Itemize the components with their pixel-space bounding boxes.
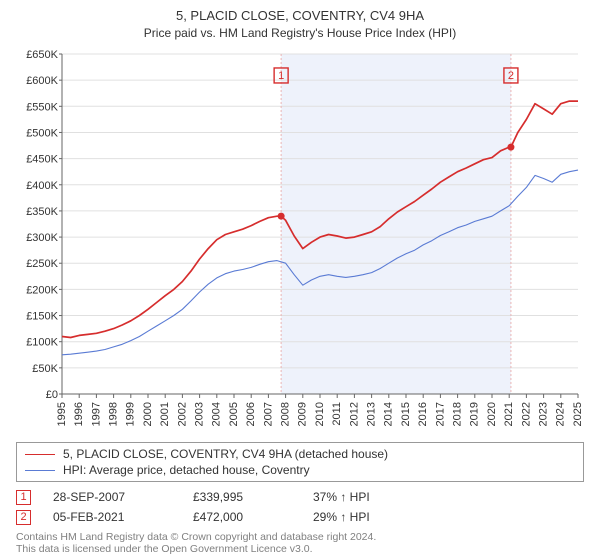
svg-text:£450K: £450K [26,154,58,166]
svg-text:£150K: £150K [26,311,58,323]
svg-text:2006: 2006 [245,402,257,426]
svg-text:£50K: £50K [32,363,58,375]
title-subtitle: Price paid vs. HM Land Registry's House … [16,26,584,40]
svg-text:2012: 2012 [348,402,360,426]
svg-text:2022: 2022 [520,402,532,426]
sale-pct: 37% ↑ HPI [313,490,433,504]
svg-text:2004: 2004 [211,402,223,426]
sale-marker-icon: 1 [16,490,31,505]
svg-text:2003: 2003 [194,402,206,426]
svg-text:£300K: £300K [26,232,58,244]
svg-text:1999: 1999 [125,402,137,426]
svg-text:2000: 2000 [142,402,154,426]
sale-price: £472,000 [193,510,313,524]
svg-text:£200K: £200K [26,284,58,296]
svg-text:2010: 2010 [314,402,326,426]
svg-text:2: 2 [508,70,514,82]
legend-item-hpi: HPI: Average price, detached house, Cove… [25,462,575,478]
legend: 5, PLACID CLOSE, COVENTRY, CV4 9HA (deta… [16,442,584,482]
svg-text:2008: 2008 [280,402,292,426]
svg-text:1998: 1998 [108,402,120,426]
svg-text:2021: 2021 [503,402,515,426]
svg-text:£400K: £400K [26,180,58,192]
sale-price: £339,995 [193,490,313,504]
sale-date: 05-FEB-2021 [53,510,193,524]
svg-text:2023: 2023 [538,402,550,426]
footer-line: This data is licensed under the Open Gov… [16,543,584,555]
chart: £0 £50K £100K £150K £200K £250K £300K £350K £400… [16,48,584,438]
svg-text:2018: 2018 [452,402,464,426]
sales-table: 1 28-SEP-2007 £339,995 37% ↑ HPI 2 05-FE… [16,487,584,527]
svg-text:2015: 2015 [400,402,412,426]
sale-row: 2 05-FEB-2021 £472,000 29% ↑ HPI [16,507,584,527]
legend-label: 5, PLACID CLOSE, COVENTRY, CV4 9HA (deta… [63,447,388,461]
svg-text:2001: 2001 [159,402,171,426]
sale-marker-icon: 2 [16,510,31,525]
svg-text:£250K: £250K [26,258,58,270]
svg-text:2014: 2014 [383,402,395,426]
svg-text:2024: 2024 [555,402,567,426]
footer-line: Contains HM Land Registry data © Crown c… [16,531,584,543]
svg-text:£350K: £350K [26,206,58,218]
svg-text:2007: 2007 [262,402,274,426]
svg-text:£650K: £650K [26,49,58,61]
sale-pct: 29% ↑ HPI [313,510,433,524]
sale-row: 1 28-SEP-2007 £339,995 37% ↑ HPI [16,487,584,507]
svg-text:2011: 2011 [331,402,343,426]
svg-text:2025: 2025 [572,402,584,426]
svg-text:1995: 1995 [56,402,68,426]
svg-text:£0: £0 [46,389,58,401]
footer: Contains HM Land Registry data © Crown c… [16,531,584,555]
svg-text:1: 1 [278,70,284,82]
legend-label: HPI: Average price, detached house, Cove… [63,463,310,477]
svg-text:2019: 2019 [469,402,481,426]
svg-text:2017: 2017 [434,402,446,426]
svg-text:2020: 2020 [486,402,498,426]
svg-text:£100K: £100K [26,337,58,349]
svg-text:2009: 2009 [297,402,309,426]
svg-text:£600K: £600K [26,75,58,87]
title-address: 5, PLACID CLOSE, COVENTRY, CV4 9HA [16,8,584,23]
svg-text:2016: 2016 [417,402,429,426]
svg-text:1997: 1997 [90,402,102,426]
svg-text:£550K: £550K [26,101,58,113]
svg-text:2005: 2005 [228,402,240,426]
svg-text:2002: 2002 [176,402,188,426]
svg-text:£500K: £500K [26,127,58,139]
legend-item-property: 5, PLACID CLOSE, COVENTRY, CV4 9HA (deta… [25,446,575,462]
sale-date: 28-SEP-2007 [53,490,193,504]
svg-text:2013: 2013 [366,402,378,426]
svg-text:1996: 1996 [73,402,85,426]
